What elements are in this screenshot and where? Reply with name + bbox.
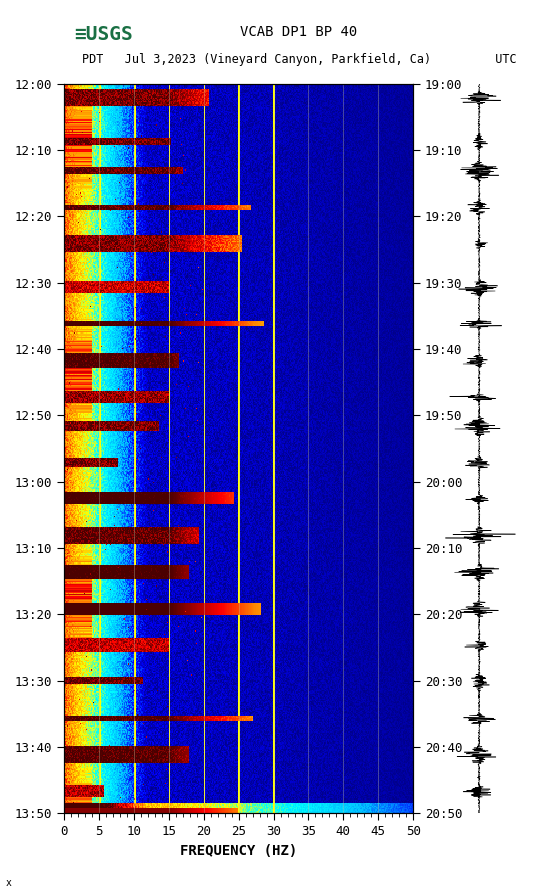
Text: ≡USGS: ≡USGS: [73, 25, 132, 45]
Text: PDT   Jul 3,2023 (Vineyard Canyon, Parkfield, Ca)         UTC: PDT Jul 3,2023 (Vineyard Canyon, Parkfie…: [82, 53, 516, 66]
X-axis label: FREQUENCY (HZ): FREQUENCY (HZ): [180, 844, 298, 858]
Text: VCAB DP1 BP 40: VCAB DP1 BP 40: [240, 25, 358, 39]
Text: x: x: [6, 878, 12, 888]
